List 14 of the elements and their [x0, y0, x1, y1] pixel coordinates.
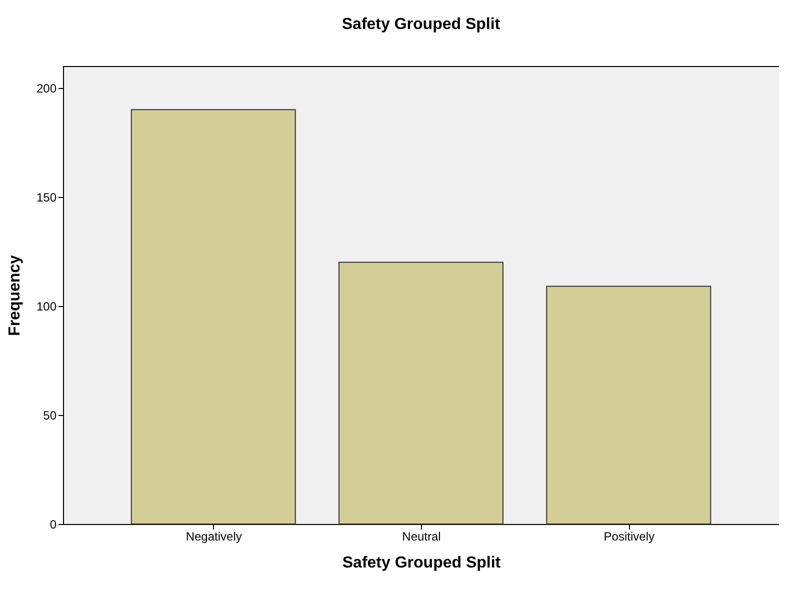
y-axis-title: Frequency — [6, 254, 24, 336]
x-tick-label: Negatively — [186, 530, 242, 544]
bar — [546, 286, 712, 524]
x-axis-title: Safety Grouped Split — [342, 554, 502, 572]
x-tick-label: Neutral — [402, 530, 441, 544]
x-tick-label: Positively — [604, 530, 654, 544]
y-tick-label: 100 — [36, 299, 57, 314]
y-tick-label: 0 — [50, 518, 57, 532]
y-tick-label: 150 — [36, 190, 57, 204]
y-tick-label: 50 — [43, 408, 57, 422]
bar — [130, 109, 296, 524]
chart-title: Safety Grouped Split — [342, 16, 501, 33]
y-tick-label: 200 — [36, 81, 57, 96]
bar — [338, 262, 504, 524]
